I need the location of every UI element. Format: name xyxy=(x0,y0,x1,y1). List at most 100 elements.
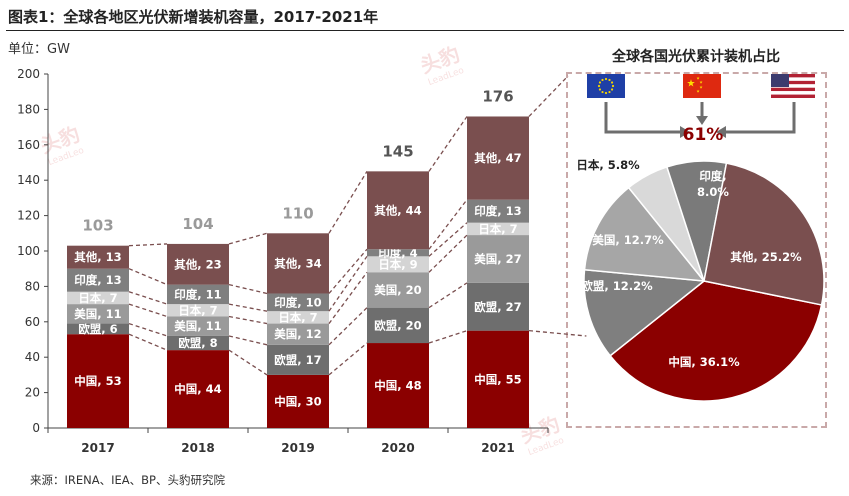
usa-flag-stripe xyxy=(771,80,815,85)
arrow-head-china xyxy=(696,116,708,125)
y-tick-label: 160 xyxy=(17,138,40,152)
eu-flag-star xyxy=(610,81,614,84)
eu-flag-star xyxy=(598,81,602,84)
connector-line xyxy=(128,243,168,247)
bar-segment xyxy=(267,293,329,312)
bar-data-label: 美国, 11 xyxy=(174,319,221,333)
bar-data-label: 欧盟, 27 xyxy=(474,300,521,314)
china-flag-small-star: ★ xyxy=(696,89,700,94)
connector-line xyxy=(328,307,368,346)
usa-flag-icon xyxy=(771,74,815,98)
bar-data-label: 中国, 55 xyxy=(474,372,521,386)
bar-segment xyxy=(67,323,129,335)
pie-link-line xyxy=(528,330,587,337)
pie-title: 全球各国光伏累计装机占比 xyxy=(612,49,780,65)
x-tick-label: 2017 xyxy=(81,441,114,455)
bar-data-label: 美国, 12 xyxy=(274,327,321,341)
bar-data-label: 欧盟, 6 xyxy=(78,322,117,336)
arrow-head-eu xyxy=(680,126,690,138)
bar-data-label: 欧盟, 20 xyxy=(374,318,421,332)
usa-flag-stripe xyxy=(771,74,815,78)
title-divider xyxy=(6,30,844,31)
connector-line xyxy=(428,116,468,172)
y-tick-label: 80 xyxy=(25,279,40,293)
arrow-head-usa xyxy=(716,126,726,138)
bar-data-label: 中国, 53 xyxy=(74,374,121,388)
bar-segment xyxy=(67,245,129,269)
connector-line xyxy=(228,349,268,376)
x-tick-label: 2018 xyxy=(181,441,214,455)
eu-flag-star xyxy=(610,88,614,91)
connector-line xyxy=(428,330,468,344)
eu-flag-icon xyxy=(587,74,625,98)
connector-line xyxy=(128,333,168,351)
pie-callout-value: 61% xyxy=(683,125,724,145)
china-flag-field xyxy=(683,74,721,98)
usa-flag-stripe xyxy=(771,77,815,81)
pie-slice-label: 8.0% xyxy=(697,185,729,199)
bar-segment xyxy=(67,334,129,428)
bar-segment xyxy=(367,249,429,257)
connector-line xyxy=(328,171,368,234)
bar-data-label: 其他, 47 xyxy=(474,151,521,165)
bar-data-label: 印度, 10 xyxy=(274,295,321,309)
bar-segment xyxy=(367,343,429,428)
bar-segment xyxy=(267,311,329,324)
eu-flag-star xyxy=(604,77,608,81)
bar-data-label: 美国, 11 xyxy=(74,307,121,321)
bar-data-label: 美国, 27 xyxy=(474,252,521,266)
pie-slice-label: 中国, 36.1% xyxy=(668,355,740,369)
bar-total-label: 104 xyxy=(182,215,213,233)
bar-segment xyxy=(467,222,529,236)
x-tick-label: 2021 xyxy=(481,441,514,455)
usa-flag-stripe xyxy=(771,91,815,95)
eu-flag-star xyxy=(601,90,604,94)
bar-total-label: 110 xyxy=(282,204,313,222)
y-tick-label: 140 xyxy=(17,173,40,187)
bar-segment xyxy=(167,243,229,285)
unit-label: 单位：GW xyxy=(8,42,70,57)
connector-line xyxy=(428,234,468,273)
bar-segment xyxy=(67,268,129,292)
eu-flag-field xyxy=(587,74,625,98)
y-tick-label: 120 xyxy=(17,209,40,223)
bar-segment xyxy=(367,272,429,308)
eu-flag-star xyxy=(608,78,611,82)
chart-title: 图表1：全球各地区光伏新增装机容量，2017-2021年 xyxy=(8,8,379,26)
bar-data-label: 日本, 9 xyxy=(378,257,417,271)
bar-data-label: 日本, 7 xyxy=(478,222,517,236)
bar-data-label: 其他, 34 xyxy=(274,256,321,270)
bar-segment xyxy=(467,330,529,428)
bar-segment xyxy=(167,350,229,428)
connector-line xyxy=(328,271,368,324)
connector-line xyxy=(228,283,268,295)
eu-flag-star xyxy=(611,84,615,88)
bar-segment xyxy=(167,316,229,336)
connector-line xyxy=(228,303,268,312)
china-flag-small-star: ★ xyxy=(696,76,700,81)
connector-line xyxy=(128,291,168,305)
bar-segment xyxy=(267,344,329,375)
pie-slice xyxy=(583,186,706,282)
usa-flag-stripe xyxy=(771,87,815,92)
connector-line xyxy=(428,222,468,257)
bar-data-label: 欧盟, 17 xyxy=(274,353,321,367)
bar-total-label: 176 xyxy=(482,87,513,105)
bar-data-label: 日本, 7 xyxy=(78,291,117,305)
eu-flag-star xyxy=(597,84,601,88)
usa-flag-stripe xyxy=(771,84,815,88)
connector-line xyxy=(328,255,368,312)
bar-data-label: 印度, 4 xyxy=(378,246,417,260)
pie-panel-frame xyxy=(566,72,827,428)
arrow-usa xyxy=(724,102,796,134)
bar-data-label: 美国, 20 xyxy=(374,283,421,297)
connector-line xyxy=(428,199,468,250)
connector-line xyxy=(228,315,268,325)
bar-segment xyxy=(167,304,229,317)
usa-flag-stripe xyxy=(771,94,815,98)
arrow-eu xyxy=(604,102,682,134)
bar-segment xyxy=(267,233,329,294)
connector-line xyxy=(128,322,168,337)
y-tick-label: 200 xyxy=(17,67,40,81)
